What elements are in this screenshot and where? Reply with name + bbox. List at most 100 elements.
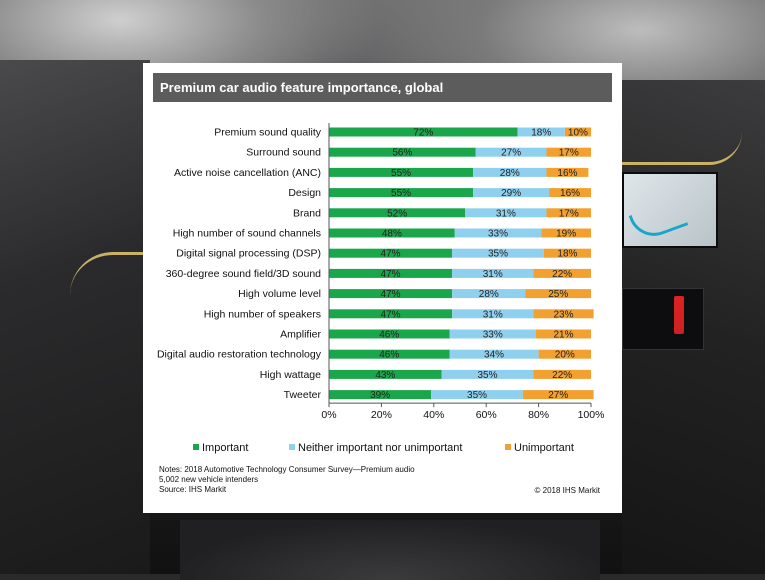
category-label: High number of speakers xyxy=(204,308,321,320)
data-label-important: 39% xyxy=(370,390,390,401)
data-label-important: 47% xyxy=(381,289,401,300)
bar-segment-neither xyxy=(473,188,550,198)
legend-swatch-neither xyxy=(289,444,295,450)
bar-segment-unimportant xyxy=(533,369,591,379)
chart-title: Premium car audio feature importance, gl… xyxy=(160,80,444,95)
bar-segment-important xyxy=(329,369,442,379)
x-tick-label: 40% xyxy=(423,409,444,421)
bar-segment-important xyxy=(329,248,453,258)
bar-segment-important xyxy=(329,329,450,339)
bar-segment-unimportant xyxy=(564,127,591,137)
legend-label-neither: Neither important nor unimportant xyxy=(298,442,463,454)
bar-segment-important xyxy=(329,349,450,359)
background-door-panel xyxy=(0,60,150,574)
legend-item-neither: Neither important nor unimportant xyxy=(289,442,462,454)
data-label-neither: 33% xyxy=(483,330,503,341)
bar-segment-important xyxy=(329,268,453,278)
bar-segment-unimportant xyxy=(533,268,591,278)
category-label: Brand xyxy=(293,207,321,219)
data-label-unimportant: 17% xyxy=(559,208,579,219)
category-label: Amplifier xyxy=(280,329,321,341)
data-label-unimportant: 17% xyxy=(559,148,579,159)
background-climate-panel xyxy=(622,288,704,350)
category-label: 360-degree sound field/3D sound xyxy=(166,268,321,280)
category-label: Tweeter xyxy=(284,389,322,401)
data-label-neither: 34% xyxy=(484,350,504,361)
bar-segment-neither xyxy=(473,167,547,177)
bar-segment-important xyxy=(329,309,453,319)
data-label-unimportant: 23% xyxy=(553,309,573,320)
chart-notes: Notes: 2018 Automotive Technology Consum… xyxy=(159,465,415,495)
data-label-important: 72% xyxy=(413,128,433,139)
category-label: Surround sound xyxy=(246,147,321,159)
category-label: Digital audio restoration technology xyxy=(157,349,322,361)
background-ambient-light-left xyxy=(70,252,150,295)
bar-segment-neither xyxy=(431,390,523,400)
bar-segment-neither xyxy=(441,369,534,379)
bar-segment-unimportant xyxy=(533,309,594,319)
category-label: Active noise cancellation (ANC) xyxy=(174,167,321,179)
data-label-unimportant: 16% xyxy=(557,168,577,179)
chart-title-bar: Premium car audio feature importance, gl… xyxy=(153,73,612,102)
bar-segment-important xyxy=(329,188,474,198)
bar-segment-unimportant xyxy=(535,329,591,339)
bar-segment-important xyxy=(329,208,466,218)
background-ambient-light-right xyxy=(622,132,742,165)
bar-segment-neither xyxy=(475,147,547,157)
x-tick-label: 0% xyxy=(321,409,336,421)
data-label-unimportant: 27% xyxy=(548,390,568,401)
chart-card: Premium car audio feature importance, gl… xyxy=(143,63,622,513)
background-infotainment-screen xyxy=(622,172,718,248)
data-label-unimportant: 16% xyxy=(560,188,580,199)
data-label-important: 47% xyxy=(381,249,401,260)
data-label-neither: 18% xyxy=(531,128,551,139)
bar-segment-important xyxy=(329,390,432,400)
data-label-unimportant: 19% xyxy=(556,229,576,240)
data-label-important: 52% xyxy=(387,208,407,219)
bar-segment-neither xyxy=(449,329,536,339)
bar-segment-unimportant xyxy=(543,248,591,258)
legend-item-unimportant: Unimportant xyxy=(505,442,574,454)
data-label-neither: 33% xyxy=(488,229,508,240)
x-tick-label: 100% xyxy=(578,409,605,421)
legend-swatch-important xyxy=(193,444,199,450)
bar-segment-unimportant xyxy=(541,228,591,238)
data-label-neither: 35% xyxy=(467,390,487,401)
data-label-important: 55% xyxy=(391,168,411,179)
bar-segment-important xyxy=(329,228,455,238)
bar-segment-unimportant xyxy=(546,208,591,218)
background-seat xyxy=(180,520,600,580)
legend-swatch-unimportant xyxy=(505,444,511,450)
bar-segment-neither xyxy=(517,127,565,137)
category-label: Digital signal processing (DSP) xyxy=(176,248,321,260)
data-label-neither: 28% xyxy=(479,289,499,300)
notes-line-1: Notes: 2018 Automotive Technology Consum… xyxy=(159,465,415,474)
bar-segment-unimportant xyxy=(525,289,591,299)
data-label-neither: 31% xyxy=(483,269,503,280)
data-label-unimportant: 21% xyxy=(553,330,573,341)
notes-source: Source: IHS Markit xyxy=(159,485,227,494)
category-label: Design xyxy=(288,187,321,199)
background-climate-indicator xyxy=(674,296,684,334)
bar-segment-unimportant xyxy=(546,167,589,177)
data-label-important: 46% xyxy=(379,330,399,341)
data-label-important: 47% xyxy=(381,309,401,320)
data-label-important: 47% xyxy=(381,269,401,280)
bar-segment-important xyxy=(329,147,476,157)
bar-segment-neither xyxy=(452,248,544,258)
data-label-neither: 35% xyxy=(478,370,498,381)
legend-label-important: Important xyxy=(202,442,249,454)
category-label: High wattage xyxy=(260,369,321,381)
bar-segment-neither xyxy=(465,208,547,218)
category-label: High volume level xyxy=(238,288,321,300)
data-label-neither: 27% xyxy=(501,148,521,159)
bar-segment-unimportant xyxy=(522,390,594,400)
data-label-important: 48% xyxy=(382,229,402,240)
bar-segment-unimportant xyxy=(549,188,591,198)
x-tick-label: 20% xyxy=(371,409,392,421)
bar-segment-neither xyxy=(452,309,534,319)
bar-segment-neither xyxy=(449,349,539,359)
data-label-neither: 31% xyxy=(483,309,503,320)
stacked-bar-chart: Premium sound quality 72% 18% 10% Surround s… xyxy=(157,123,605,421)
data-label-important: 46% xyxy=(379,350,399,361)
